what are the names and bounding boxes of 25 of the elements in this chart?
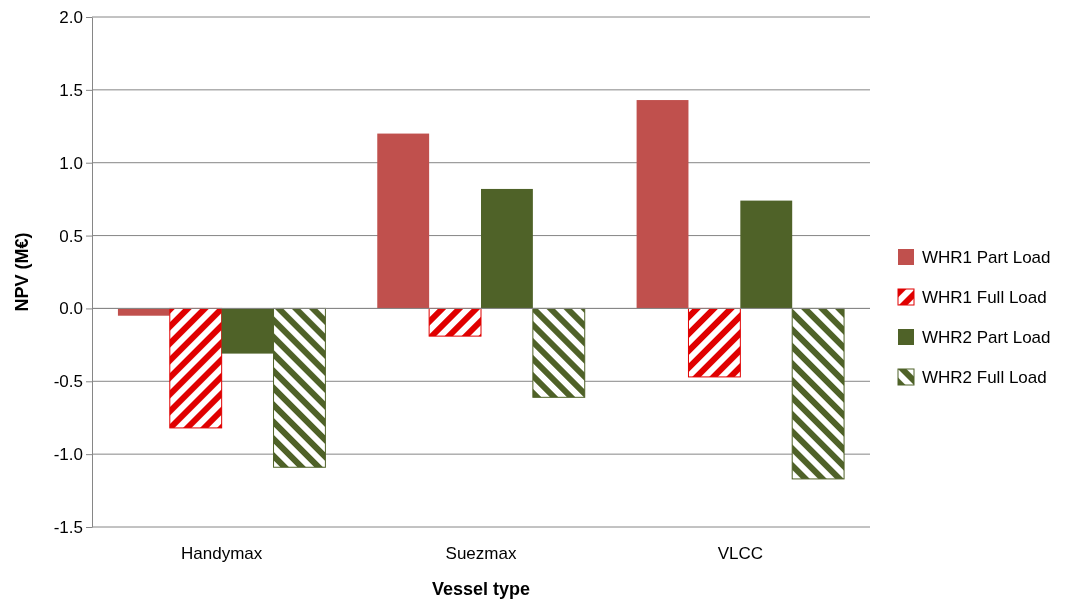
bar bbox=[169, 307, 223, 429]
y-tick-label: 0.5 bbox=[59, 226, 83, 246]
bar bbox=[687, 307, 741, 378]
y-axis-title: NPV (M€) bbox=[12, 232, 32, 312]
y-tick-label: -1.5 bbox=[53, 517, 83, 537]
bar bbox=[636, 100, 689, 309]
bar bbox=[791, 307, 845, 480]
y-tick-label: 1.0 bbox=[59, 153, 83, 173]
bar bbox=[428, 307, 482, 337]
legend-label: WHR2 Full Load bbox=[922, 368, 1047, 387]
legend-label: WHR2 Part Load bbox=[922, 328, 1051, 347]
bar bbox=[117, 308, 170, 316]
x-axis-title: Vessel type bbox=[431, 579, 531, 599]
x-tick-label: Handymax bbox=[181, 544, 263, 564]
y-tick-label: -0.5 bbox=[53, 372, 83, 392]
y-tick-label: 2.0 bbox=[59, 7, 83, 27]
y-tick-label: 0.0 bbox=[59, 299, 83, 319]
x-tick-label: Suezmax bbox=[445, 544, 517, 564]
bar bbox=[377, 133, 430, 309]
bar bbox=[740, 200, 793, 309]
x-tick-label: VLCC bbox=[717, 544, 764, 564]
y-tick-label: -1.0 bbox=[53, 445, 83, 465]
legend-label: WHR1 Full Load bbox=[922, 288, 1047, 307]
y-tick-label: 1.5 bbox=[59, 80, 83, 100]
legend-label: WHR1 Part Load bbox=[922, 248, 1051, 267]
